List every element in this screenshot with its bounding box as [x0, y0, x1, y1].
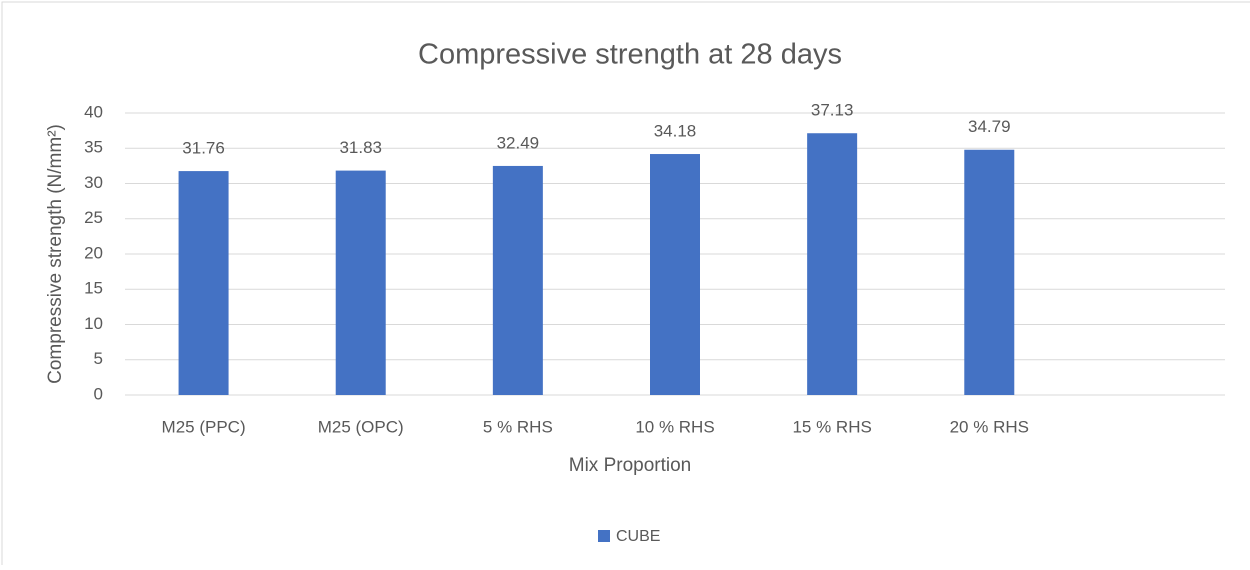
- data-label: 34.79: [968, 117, 1011, 136]
- bar: [650, 154, 700, 395]
- y-tick-label: 30: [84, 173, 103, 192]
- data-label: 37.13: [811, 101, 854, 120]
- y-tick-label: 10: [84, 314, 103, 333]
- y-tick-label: 35: [84, 138, 103, 157]
- x-tick-label: 20 % RHS: [950, 417, 1029, 436]
- chart-title: Compressive strength at 28 days: [418, 39, 842, 71]
- x-tick-label: 10 % RHS: [635, 417, 714, 436]
- bar: [335, 170, 386, 395]
- y-tick-label: 5: [94, 349, 103, 368]
- x-tick-label: M25 (PPC): [162, 417, 246, 436]
- bar: [178, 171, 229, 395]
- x-tick-label: M25 (OPC): [318, 417, 404, 436]
- legend-label: CUBE: [616, 528, 660, 545]
- data-label: 34.18: [654, 122, 697, 141]
- y-axis-label: Compressive strength (N/mm²): [45, 124, 66, 384]
- y-tick-label: 15: [84, 279, 103, 298]
- x-tick-label: 15 % RHS: [792, 417, 871, 436]
- data-label: 32.49: [497, 133, 540, 152]
- x-axis-label: Mix Proportion: [569, 455, 692, 476]
- y-tick-label: 25: [84, 208, 103, 227]
- y-tick-label: 40: [84, 102, 103, 121]
- y-tick-label: 20: [84, 243, 103, 262]
- data-label: 31.83: [339, 138, 382, 157]
- bar: [807, 133, 858, 395]
- bar: [964, 149, 1015, 395]
- y-tick-label: 0: [94, 384, 103, 403]
- data-label: 31.76: [182, 139, 225, 158]
- legend-swatch: [598, 530, 610, 542]
- x-tick-label: 5 % RHS: [483, 417, 553, 436]
- bar: [492, 165, 543, 395]
